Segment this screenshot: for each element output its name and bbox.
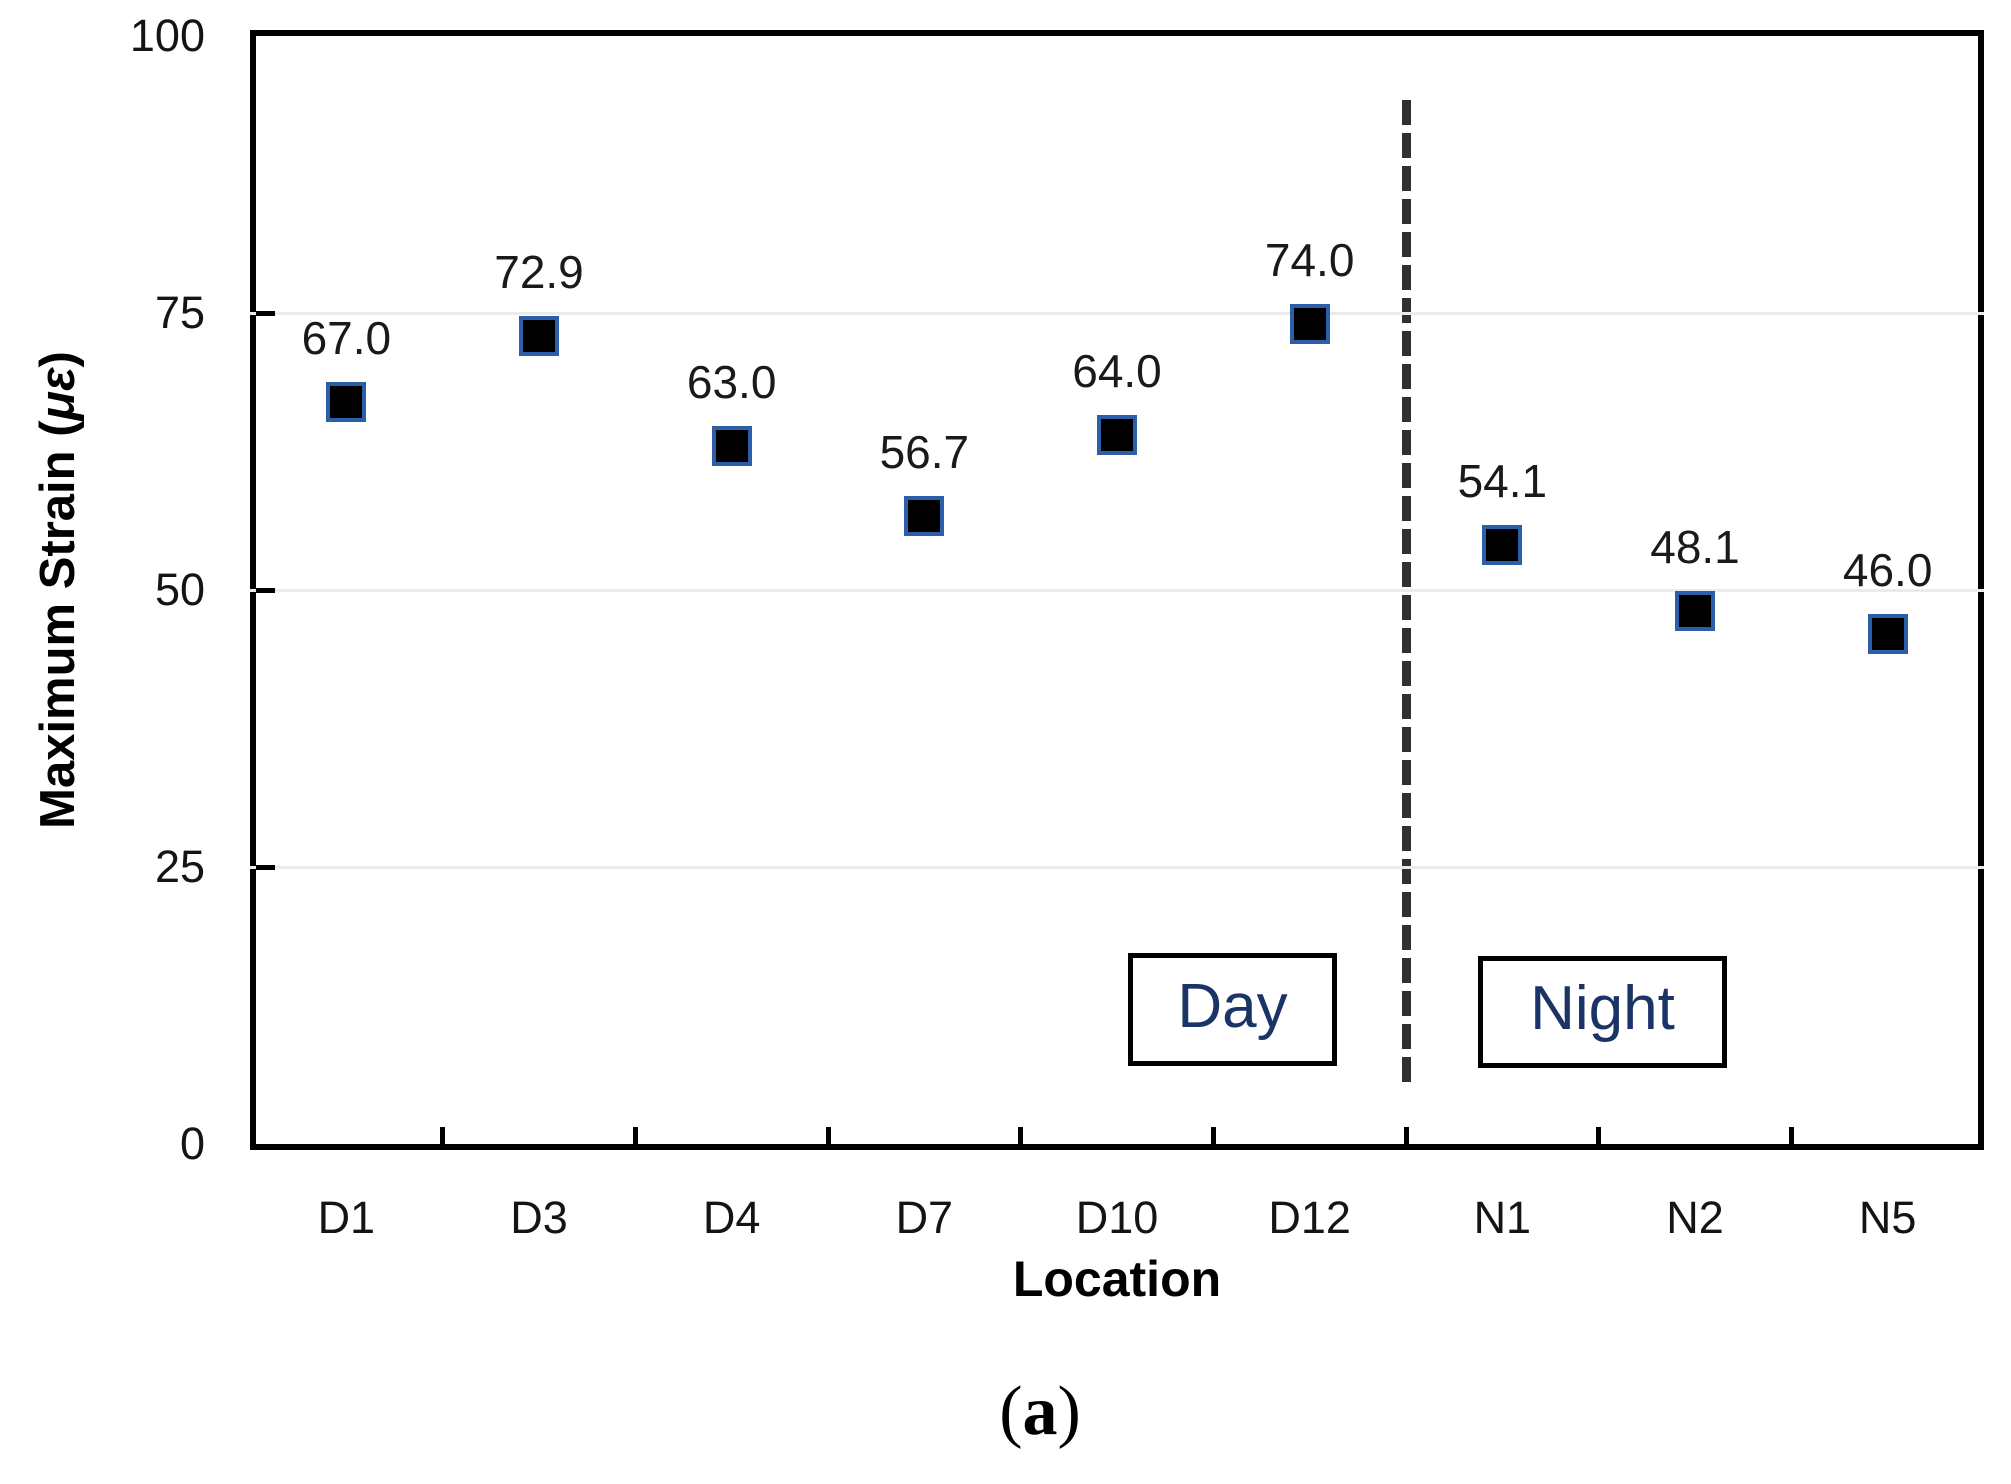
point-label-N2: 48.1 (1650, 521, 1740, 574)
y-tick-label-100: 100 (129, 10, 205, 61)
y-tick-label-75: 75 (154, 287, 205, 338)
y-axis-tick-25 (256, 864, 275, 870)
x-category-label-D1: D1 (317, 1192, 376, 1243)
x-category-label-N2: N2 (1666, 1192, 1724, 1243)
caption-letter: a (1022, 1373, 1058, 1450)
y-tick-label-50: 50 (154, 564, 205, 615)
x-category-label-N1: N1 (1473, 1192, 1532, 1243)
y-axis-tick-75 (256, 310, 275, 316)
y-axis-title-units: με (31, 367, 85, 421)
x-axis-tick-7 (1596, 1127, 1602, 1144)
caption-close-paren: ) (1057, 1373, 1081, 1450)
y-tick-label-0: 0 (179, 1118, 205, 1169)
x-axis-tick-8 (1788, 1127, 1794, 1144)
marker-D3 (519, 316, 559, 357)
x-category-label-D7: D7 (895, 1192, 954, 1243)
marker-D12 (1289, 304, 1330, 345)
y-axis-tick-50 (256, 587, 275, 593)
x-axis-tick-1 (440, 1127, 446, 1144)
figure-caption: (a) (0, 1372, 2011, 1452)
x-category-label-D10: D10 (1075, 1192, 1159, 1243)
x-category-label-D3: D3 (510, 1192, 568, 1243)
x-category-label-D12: D12 (1268, 1192, 1351, 1243)
point-label-N1: 54.1 (1457, 454, 1548, 507)
night-group-label: Night (1530, 974, 1675, 1043)
marker-D10 (1097, 414, 1137, 455)
x-axis-tick-3 (825, 1127, 831, 1144)
caption-open-paren: ( (999, 1373, 1023, 1450)
point-label-D10: 64.0 (1072, 344, 1162, 397)
day-group-label: Day (1177, 971, 1288, 1041)
marker-D4 (711, 425, 752, 466)
marker-D1 (326, 381, 367, 422)
y-tick-label-25: 25 (154, 841, 205, 892)
y-axis-title-text: Maximum Strain ( (31, 420, 85, 829)
gridline-50 (250, 588, 1984, 592)
x-axis-tick-4 (1018, 1127, 1024, 1144)
point-label-D1: 67.0 (301, 311, 392, 364)
gridline-25 (250, 865, 1984, 869)
x-axis-tick-5 (1210, 1127, 1216, 1144)
x-category-label-N5: N5 (1858, 1192, 1917, 1243)
point-label-D12: 74.0 (1264, 234, 1355, 287)
point-label-D3: 72.9 (494, 246, 584, 299)
x-category-label-D4: D4 (702, 1192, 761, 1243)
point-label-D4: 63.0 (686, 355, 777, 408)
x-axis-title: Location (1012, 1251, 1222, 1307)
marker-D7 (904, 495, 945, 536)
marker-N5 (1867, 614, 1908, 655)
x-axis-tick-6 (1403, 1127, 1409, 1144)
x-axis-tick-2 (632, 1127, 638, 1144)
point-label-N5: 46.0 (1842, 544, 1933, 597)
y-axis-title-close: ) (31, 351, 85, 368)
day-group-box: Day (1128, 953, 1337, 1066)
marker-N2 (1675, 591, 1715, 632)
night-group-box: Night (1478, 956, 1727, 1068)
gridline-75 (250, 311, 1984, 315)
point-label-D7: 56.7 (879, 425, 970, 478)
marker-N1 (1482, 524, 1523, 565)
